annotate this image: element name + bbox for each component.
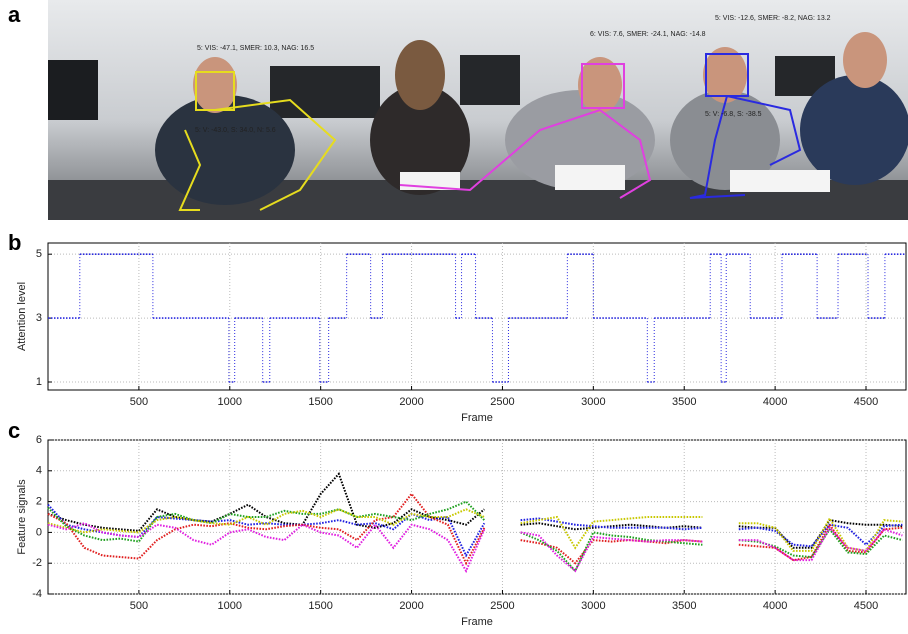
- y-tick-label: -4: [32, 588, 42, 600]
- x-axis-label: Frame: [461, 412, 493, 424]
- face: [578, 57, 622, 113]
- y-axis-label: Feature signals: [16, 479, 28, 555]
- x-tick-label: 1500: [308, 600, 332, 612]
- x-tick-label: 2000: [399, 396, 423, 408]
- paper: [555, 165, 625, 190]
- panel-label: a: [8, 2, 21, 27]
- pose-annotation: 5: V: -43.0, S: 34.0, N: 5.6: [195, 127, 276, 134]
- x-tick-label: 500: [130, 396, 148, 408]
- pose-annotation: 5: VIS: -12.6, SMER: -8.2, NAG: 13.2: [715, 15, 831, 22]
- y-axis-label: Attention level: [16, 282, 28, 351]
- face: [703, 47, 747, 103]
- face: [843, 32, 887, 88]
- x-axis-label: Frame: [461, 616, 493, 628]
- y-tick-label: 1: [36, 376, 42, 388]
- x-tick-label: 3000: [581, 396, 605, 408]
- paper: [730, 170, 830, 192]
- y-tick-label: 5: [36, 248, 42, 260]
- plot-area: [48, 243, 906, 390]
- student: [155, 95, 295, 205]
- x-tick-label: 3000: [581, 600, 605, 612]
- panel-label: b: [8, 230, 21, 255]
- page: 5: VIS: -47.1, SMER: 10.3, NAG: 16.5 5: …: [0, 0, 908, 634]
- y-tick-label: 3: [36, 312, 42, 324]
- photo: 5: VIS: -47.1, SMER: 10.3, NAG: 16.5 5: …: [48, 0, 908, 220]
- x-tick-label: 4000: [763, 600, 787, 612]
- monitor: [460, 55, 520, 105]
- x-tick-label: 1500: [308, 396, 332, 408]
- y-tick-label: 0: [36, 526, 42, 538]
- y-tick-label: -2: [32, 557, 42, 569]
- x-tick-label: 1000: [218, 396, 242, 408]
- y-tick-label: 6: [36, 434, 42, 446]
- x-tick-label: 4500: [854, 396, 878, 408]
- x-tick-label: 1000: [218, 600, 242, 612]
- pose-annotation: 5: VIS: -47.1, SMER: 10.3, NAG: 16.5: [197, 45, 314, 52]
- chart: 500 1000 1500 2000 2500 3000 3500 4000 4500 1 3 5 Fr…: [16, 243, 906, 424]
- x-tick-label: 3500: [672, 600, 696, 612]
- figure: 5: VIS: -47.1, SMER: 10.3, NAG: 16.5 5: …: [0, 0, 908, 634]
- student: [800, 75, 908, 185]
- x-tick-label: 500: [130, 600, 148, 612]
- face: [193, 57, 237, 113]
- y-tick-label: 4: [36, 465, 42, 477]
- x-tick-label: 2000: [399, 600, 423, 612]
- x-tick-label: 3500: [672, 396, 696, 408]
- x-tick-label: 2500: [490, 600, 514, 612]
- monitor: [48, 60, 98, 120]
- pose-annotation: 5: V: -6.8, S: -38.5: [705, 111, 762, 118]
- panel-label: c: [8, 418, 20, 443]
- y-tick-label: 2: [36, 496, 42, 508]
- chart: 500 1000 1500 2000 2500 3000 3500 4000 4500 -4 -2 0…: [16, 434, 906, 628]
- x-tick-label: 4500: [854, 600, 878, 612]
- x-tick-label: 4000: [763, 396, 787, 408]
- monitor: [270, 66, 380, 118]
- x-tick-label: 2500: [490, 396, 514, 408]
- hair: [395, 40, 445, 110]
- pose-annotation: 6: VIS: 7.6, SMER: -24.1, NAG: -14.8: [590, 31, 706, 38]
